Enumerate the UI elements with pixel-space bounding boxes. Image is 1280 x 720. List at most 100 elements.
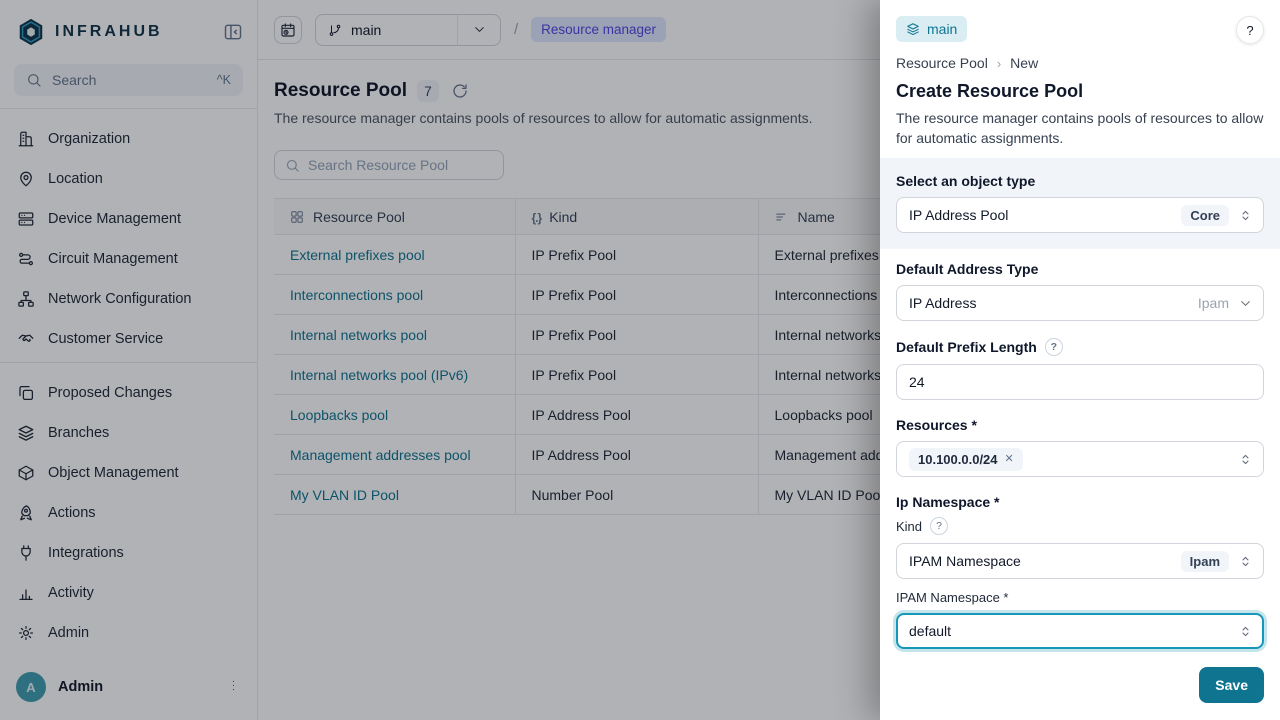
search-shortcut: ^K (216, 73, 231, 87)
chevrons-up-down-icon (1238, 452, 1253, 467)
sidebar-item-organization[interactable]: Organization (0, 119, 257, 159)
object-type-section: Select an object type IP Address Pool Co… (880, 158, 1280, 249)
nav-label: Organization (48, 131, 131, 147)
object-type-value: IP Address Pool (909, 207, 1009, 223)
rocket-icon (20, 505, 32, 521)
pool-link[interactable]: Management addresses pool (274, 434, 516, 475)
nav-label: Circuit Management (48, 251, 178, 267)
logo-text: INFRAHUB (55, 23, 163, 40)
logo-row: INFRAHUB (0, 0, 257, 48)
nav-label: Object Management (48, 465, 179, 481)
kind-select[interactable]: IPAM Namespace Ipam (896, 543, 1264, 579)
branch-selector[interactable]: main (315, 13, 501, 46)
sidebar-item-actions[interactable]: Actions (0, 493, 257, 533)
sidebar-item-device-management[interactable]: Device Management (0, 199, 257, 239)
drawer-breadcrumb: Resource Pool › New (896, 55, 1264, 71)
copy-diff-icon (19, 385, 34, 401)
pool-kind: IP Address Pool (515, 434, 759, 475)
sidebar-item-circuit-management[interactable]: Circuit Management (0, 239, 257, 279)
user-menu-button[interactable] (226, 678, 241, 697)
chip-remove-icon[interactable]: ✕ (1004, 452, 1014, 465)
pool-link[interactable]: Interconnections pool (274, 274, 516, 315)
table-search (274, 150, 504, 180)
building-icon (18, 131, 34, 147)
refresh-icon (453, 84, 467, 98)
sidebar-item-branches[interactable]: Branches (0, 413, 257, 453)
sidebar-item-activity[interactable]: Activity (0, 573, 257, 613)
sidebar-item-network-configuration[interactable]: Network Configuration (0, 279, 257, 319)
user-name: Admin (58, 679, 104, 695)
pool-link[interactable]: My VLAN ID Pool (274, 474, 516, 515)
route-icon (18, 252, 34, 266)
drawer-description: The resource manager contains pools of r… (896, 110, 1264, 146)
kind-hint: Ipam (1197, 295, 1229, 311)
field-label: IPAM Namespace * (896, 590, 1009, 605)
bar-chart-icon (19, 589, 33, 601)
page-title: Resource Pool (274, 80, 408, 101)
create-resource-pool-drawer: main ? Resource Pool › New Create Resour… (880, 0, 1280, 720)
refresh-button[interactable] (451, 82, 469, 100)
sidebar-search[interactable]: Search ^K (14, 64, 243, 96)
nav-label: Network Configuration (48, 291, 192, 307)
pool-link[interactable]: Loopbacks pool (274, 394, 516, 435)
resources-multiselect[interactable]: 10.100.0.0/24 ✕ (896, 441, 1264, 477)
handshake-icon (18, 334, 34, 342)
field-label-row: Kind ? (896, 517, 1264, 535)
sidebar-item-object-management[interactable]: Object Management (0, 453, 257, 493)
pool-link[interactable]: External prefixes pool (274, 234, 516, 275)
branch-selector-value: main (316, 15, 457, 45)
network-icon (18, 291, 34, 307)
nav-label: Admin (48, 625, 90, 641)
field-ipam-namespace: IPAM Namespace * default (896, 590, 1264, 649)
help-icon[interactable]: ? (1044, 338, 1063, 356)
sidebar-item-admin[interactable]: Admin (0, 613, 257, 653)
branch-name: main (351, 21, 382, 38)
drawer-form: Default Address Type IP Address Ipam Def… (880, 249, 1280, 720)
default-address-type-select[interactable]: IP Address Ipam (896, 285, 1264, 321)
object-type-select[interactable]: IP Address Pool Core (896, 197, 1264, 233)
sidebar-item-customer-service[interactable]: Customer Service (0, 319, 257, 359)
user-row: A Admin (0, 658, 257, 720)
layers-icon (18, 425, 34, 441)
pool-link[interactable]: Internal networks pool (274, 314, 516, 355)
pool-link[interactable]: Internal networks pool (IPv6) (274, 354, 516, 395)
group-label: Ip Namespace * (896, 494, 1000, 510)
chevron-right-icon: › (996, 55, 1002, 71)
ipam-namespace-select[interactable]: default (896, 613, 1264, 649)
save-row: Save (896, 667, 1264, 703)
field-label: Default Address Type (896, 261, 1039, 277)
sidebar-item-location[interactable]: Location (0, 159, 257, 199)
chevrons-up-down-icon (1238, 554, 1253, 569)
pool-kind: IP Prefix Pool (515, 234, 759, 275)
default-prefix-length-input[interactable] (896, 364, 1264, 400)
sidebar-collapse-button[interactable] (223, 22, 243, 42)
sidebar-item-integrations[interactable]: Integrations (0, 533, 257, 573)
nav-label: Location (48, 171, 103, 187)
save-button[interactable]: Save (1199, 667, 1264, 703)
breadcrumb-resource-pool[interactable]: Resource Pool (896, 55, 988, 71)
field-default-address-type: Default Address Type IP Address Ipam (896, 261, 1264, 321)
field-label: Resources * (896, 417, 977, 433)
plug-icon (21, 545, 31, 561)
help-button[interactable]: ? (1236, 16, 1264, 44)
field-resources: Resources * 10.100.0.0/24 ✕ (896, 417, 1264, 477)
time-travel-button[interactable] (274, 15, 302, 44)
nav-label: Customer Service (48, 331, 164, 347)
resource-chip: 10.100.0.0/24 ✕ (909, 447, 1023, 471)
braces-icon: {.} (531, 210, 543, 225)
table-search-input[interactable] (308, 157, 493, 173)
pool-kind: IP Prefix Pool (515, 274, 759, 315)
server-icon (18, 212, 34, 226)
pool-kind: IP Address Pool (515, 394, 759, 435)
field-label-row: Default Prefix Length ? (896, 338, 1264, 356)
sidebar: INFRAHUB Search ^K Organization Location (0, 0, 258, 720)
object-type-label: Select an object type (896, 173, 1036, 189)
column-header-kind[interactable]: {.} Kind (515, 198, 759, 235)
help-icon[interactable]: ? (930, 517, 949, 535)
breadcrumb-resource-manager[interactable]: Resource manager (531, 17, 666, 42)
sidebar-item-proposed-changes[interactable]: Proposed Changes (0, 373, 257, 413)
column-header-resource-pool[interactable]: Resource Pool (274, 198, 516, 235)
sidebar-nav-primary: Organization Location Device Management … (0, 109, 257, 359)
sidebar-group-divider (0, 362, 257, 363)
